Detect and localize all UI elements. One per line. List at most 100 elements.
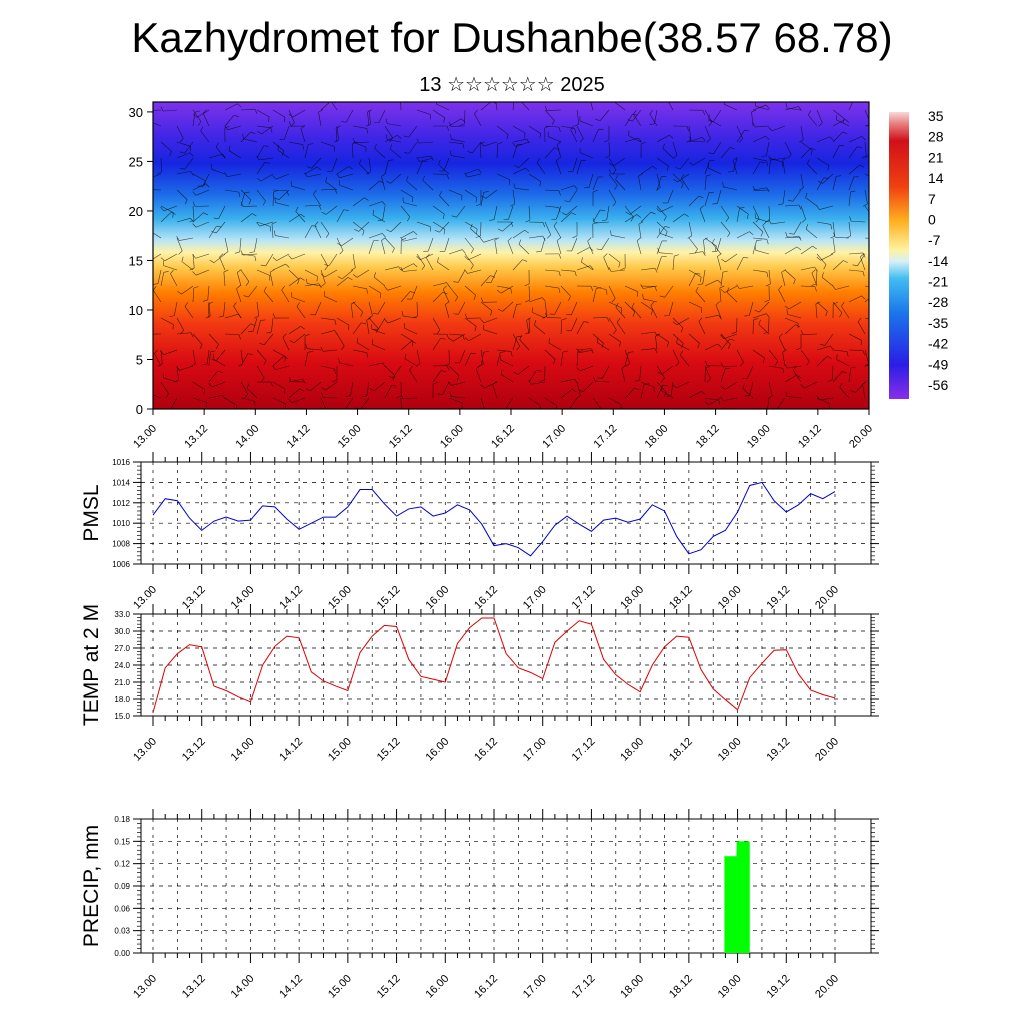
panel-temp-x-tick-label: 15.12 [375, 736, 403, 764]
panel-pmsl-x-tick-label: 18.00 [618, 584, 646, 612]
heat-x-tick-label: 14.00 [233, 423, 261, 451]
panel-pmsl-x-tick-label: 15.00 [326, 584, 354, 612]
heat-x-tick-label: 15.12 [387, 423, 415, 451]
panel-precip-x-tick-label: 17.12 [570, 973, 598, 1001]
colorbar-label: 14 [928, 170, 944, 186]
colorbar-label: 7 [928, 191, 936, 207]
heat-y-tick-label: 5 [136, 352, 143, 367]
chart-subtitle: 13 ☆☆☆☆☆☆ 2025 [419, 74, 605, 96]
panel-temp-x-tick-label: 17.00 [521, 736, 549, 764]
panel-temp-x-tick-label: 20.00 [813, 736, 841, 764]
panel-pmsl-x-tick-label: 15.12 [375, 584, 403, 612]
heat-x-tick-label: 19.00 [745, 423, 773, 451]
panel-temp-x-tick-label: 19.00 [716, 736, 744, 764]
heat-x-tick-label: 13.00 [131, 423, 159, 451]
panel-pmsl-x-tick-label: 13.12 [180, 584, 208, 612]
heat-y-tick-label: 10 [129, 303, 143, 318]
colorbar-label: -35 [928, 315, 948, 331]
panel-temp-x-tick-label: 14.00 [229, 736, 257, 764]
panel-temp-x-tick-label: 16.00 [423, 736, 451, 764]
heat-y-tick-label: 20 [129, 204, 143, 219]
panel-precip-x-tick-label: 19.12 [764, 973, 792, 1001]
panel-pmsl-x-tick-label: 16.12 [472, 584, 500, 612]
colorbar-labels: 35 28 21 14 7 0 -7 -14 -21 -28 -35 -42 -49 -56 [928, 108, 948, 393]
colorbar-label: -21 [928, 274, 948, 290]
panel-precip-y-tick-label: 0.15 [114, 837, 130, 846]
heatmap-field [153, 102, 869, 409]
heat-x-tick-label: 14.12 [285, 423, 313, 451]
panel-temp-ylabel: TEMP at 2 M [80, 604, 103, 726]
panel-precip-x-tick-label: 15.12 [375, 973, 403, 1001]
pmsl-panel: 1006 1008 1010 1012 1014 1016 13.00 13.12 14.00 1… [80, 452, 879, 612]
panel-temp-x-tick-label: 17.12 [570, 736, 598, 764]
heat-y-tick-label: 25 [129, 154, 143, 169]
panel-temp-y-tick-label: 15.0 [114, 712, 130, 721]
panel-temp-x-tick-label: 18.00 [618, 736, 646, 764]
panel-temp-x-tick-label: 15.00 [326, 736, 354, 764]
panel-pmsl-x-tick-label: 13.00 [131, 584, 159, 612]
precip-bar [724, 856, 738, 953]
panel-temp-y-tick-label: 24.0 [114, 661, 130, 670]
precip-panel: 0.00 0.03 0.06 0.09 0.12 0.15 0.18 13.00 13.12 14… [80, 809, 879, 1001]
panel-pmsl-y-tick-label: 1016 [112, 458, 130, 467]
panel-precip-x-tick-label: 18.12 [667, 973, 695, 1001]
panel-pmsl-y-tick-label: 1010 [112, 519, 130, 528]
heat-x-tick-label: 17.12 [591, 423, 619, 451]
colorbar-label: -14 [928, 253, 948, 269]
heat-x-tick-label: 15.00 [336, 423, 364, 451]
panel-pmsl-ylabel: PMSL [80, 484, 103, 541]
panel-pmsl-x-tick-label: 18.12 [667, 584, 695, 612]
pmsl-line [152, 481, 836, 557]
panel-precip-x-tick-label: 15.00 [326, 973, 354, 1001]
panel-temp-y-tick-label: 21.0 [114, 678, 130, 687]
panel-pmsl-x-tick-label: 17.00 [521, 584, 549, 612]
panel-temp-y-tick-label: 33.0 [114, 610, 130, 619]
heat-x-tick-label: 13.12 [182, 423, 210, 451]
colorbar-label: -49 [928, 356, 948, 372]
panel-temp-x-tick-label: 19.12 [764, 736, 792, 764]
panel-precip-y-tick-label: 0.12 [114, 860, 130, 869]
chart-title: Kazhydromet for Dushanbe(38.57 68.78) [131, 14, 893, 61]
panel-temp-x-tick-label: 16.12 [472, 736, 500, 764]
panel-precip-y-tick-label: 0.06 [114, 904, 130, 913]
panel-temp-y-tick-label: 18.0 [114, 695, 130, 704]
panel-precip-x-tick-label: 16.00 [423, 973, 451, 1001]
panel-pmsl-x-tick-label: 14.12 [277, 584, 305, 612]
panel-temp-x-tick-label: 18.12 [667, 736, 695, 764]
temperature-cross-section: 0 5 10 15 20 25 30 13.00 13.12 14.00 14.12 15.00 15… [129, 101, 948, 451]
colorbar-label: -7 [928, 232, 941, 248]
panel-pmsl-y-tick-label: 1012 [112, 499, 130, 508]
panel-precip-y-tick-label: 0.18 [114, 815, 130, 824]
heat-x-tick-label: 20.00 [847, 423, 875, 451]
heat-x-tick-label: 19.12 [796, 423, 824, 451]
heatmap-y-axis: 0 5 10 15 20 25 30 [129, 105, 153, 417]
colorbar-label: 28 [928, 129, 944, 145]
panel-precip-x-tick-label: 17.00 [521, 973, 549, 1001]
panel-precip-y-tick-label: 0.09 [114, 882, 130, 891]
panel-pmsl-x-tick-label: 20.00 [813, 584, 841, 612]
heat-x-tick-label: 16.12 [489, 423, 517, 451]
panel-precip-y-tick-label: 0.00 [114, 949, 130, 958]
heatmap-x-axis: 13.00 13.12 14.00 14.12 15.00 15.12 16.00 16.12… [131, 409, 875, 451]
panel-precip-x-tick-label: 20.00 [813, 973, 841, 1001]
colorbar-label: -56 [928, 377, 948, 393]
panel-precip-ylabel: PRECIP, mm [80, 825, 103, 947]
temp-panel: 15.0 18.0 21.0 24.0 27.0 30.0 33.0 13.00 13.12 14… [80, 604, 879, 764]
colorbar-label: -42 [928, 336, 948, 352]
panel-temp-y-tick-label: 27.0 [114, 644, 130, 653]
panel-precip-x-tick-label: 13.12 [180, 973, 208, 1001]
colorbar-label: 35 [928, 108, 944, 124]
heat-y-tick-label: 30 [129, 105, 143, 120]
panel-precip-x-tick-label: 13.00 [131, 973, 159, 1001]
panel-precip-x-tick-label: 18.00 [618, 973, 646, 1001]
panel-precip-x-tick-label: 14.00 [229, 973, 257, 1001]
colorbar-label: 0 [928, 211, 936, 227]
panel-pmsl-y-tick-label: 1006 [112, 560, 130, 569]
colorbar-label: -28 [928, 294, 948, 310]
panel-pmsl-x-tick-label: 19.00 [716, 584, 744, 612]
panel-precip-x-tick-label: 16.12 [472, 973, 500, 1001]
panel-pmsl-x-tick-label: 16.00 [423, 584, 451, 612]
panel-temp-x-tick-label: 13.12 [180, 736, 208, 764]
panel-pmsl-x-tick-label: 19.12 [764, 584, 792, 612]
